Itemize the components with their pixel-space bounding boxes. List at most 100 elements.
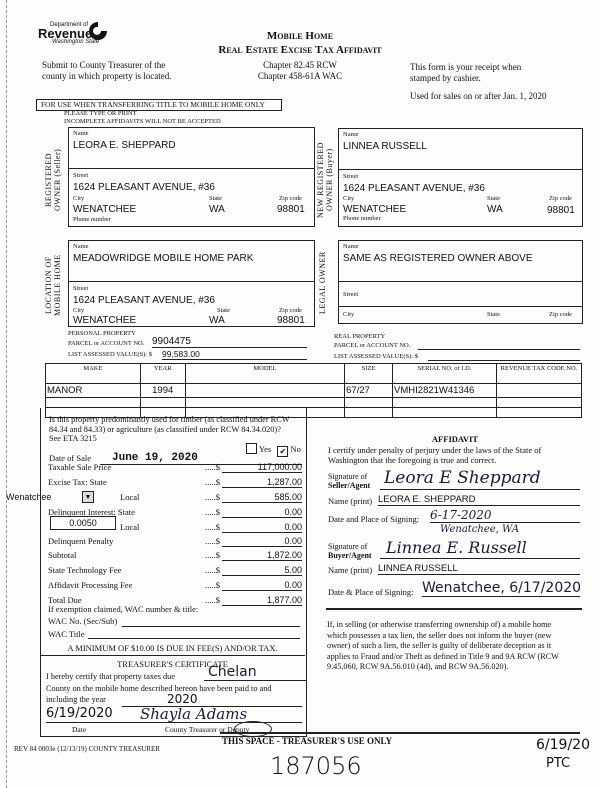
tax-line-amount[interactable]: 5.00	[222, 565, 302, 576]
zip-label: Zip code	[549, 311, 572, 318]
tax-year-field[interactable]: 2020	[122, 693, 302, 707]
seller-zip[interactable]: 98801	[277, 204, 305, 215]
certificate-date[interactable]: 6/19/2020	[46, 706, 113, 721]
buyer-signing-date[interactable]: Wenatchee, 6/17/2020	[422, 580, 582, 597]
date-of-sale[interactable]: June 19, 2020	[100, 452, 302, 465]
seller-state[interactable]: WA	[209, 204, 225, 215]
legal-owner-name[interactable]: SAME AS REGISTERED OWNER ABOVE	[343, 253, 533, 264]
legal-owner-box: Name SAME AS REGISTERED OWNER ABOVE Stre…	[338, 240, 583, 324]
location-state[interactable]: WA	[209, 315, 225, 326]
seller-city[interactable]: WENATCHEE	[73, 204, 137, 215]
serial-cell[interactable]: VMHI2821W41346	[392, 383, 497, 398]
tax-line-amount[interactable]: 0.00	[222, 536, 302, 547]
buyer-signature-label: Signature of Buyer/Agent	[328, 542, 372, 560]
dollar-sign: .....$	[205, 522, 220, 532]
personal-parcel-no[interactable]: 9904475	[152, 336, 307, 348]
tax-line-label: Delinquent Penalty	[48, 536, 114, 546]
no-checkbox-checked[interactable]: ✔	[277, 446, 289, 457]
dollar-sign: .....$	[205, 477, 220, 487]
size-cell[interactable]: 67/27	[344, 383, 394, 398]
tax-line-amount[interactable]: 0.00	[222, 507, 302, 518]
wac-no-field[interactable]	[122, 626, 300, 627]
exemption-label: If exemption claimed, WAC number & title…	[48, 604, 199, 614]
treasurer-signature[interactable]: Shayla Adams	[140, 705, 248, 723]
make-cell[interactable]: MANOR	[45, 383, 141, 398]
year-cell[interactable]: 1994	[139, 383, 186, 398]
tax-line-amount[interactable]: 0.00	[222, 580, 302, 591]
buyer-street[interactable]: 1624 PLEASANT AVENUE, #36	[343, 183, 485, 194]
timber-question: Is this property predominantly used for …	[49, 415, 290, 443]
table-row	[45, 407, 583, 418]
treasurer-use-label: THIS SPACE - TREASURER'S USE ONLY	[222, 736, 393, 746]
dropdown-arrow-icon[interactable]: ▼	[82, 491, 94, 503]
dollar-sign: .....$	[205, 462, 220, 472]
mobile-home-table: MAKE YEAR MODEL SIZE SERIAL NO. or I.D. …	[45, 363, 583, 418]
parcel-label: PARCEL or ACCOUNT NO.	[68, 340, 145, 347]
buyer-zip[interactable]: 98801	[547, 205, 575, 216]
county-field[interactable]: Chelan	[204, 664, 306, 681]
wac-title-field[interactable]	[88, 638, 300, 639]
name-label: Name	[73, 243, 89, 250]
stamp-date: 6/19/20	[536, 737, 590, 753]
assessed-value[interactable]: 99,583.00	[162, 349, 307, 360]
tax-line-amount[interactable]: 1,877.00	[222, 595, 302, 606]
buyer-city[interactable]: WENATCHEE	[343, 204, 407, 215]
city-label: City	[73, 307, 85, 314]
real-assessed-field[interactable]	[428, 360, 580, 361]
wac-title-label: WAC Title	[48, 629, 85, 639]
transfer-banner: FOR USE WHEN TRANSFERRING TITLE TO MOBIL…	[36, 99, 282, 111]
seller-name[interactable]: LEORA E. SHEPPARD	[73, 140, 176, 151]
buyer-date-label: Date & Place of Signing:	[328, 587, 414, 597]
personal-property-label: PERSONAL PROPERTY	[68, 330, 136, 337]
location-select-value[interactable]: Wenatchee	[6, 492, 52, 502]
dollar-sign: .....$	[205, 507, 220, 517]
tax-line-amount[interactable]: 1,872.00	[222, 550, 302, 561]
signature-line	[46, 722, 302, 723]
timber-answer: Yes ✔ No	[246, 443, 301, 457]
seller-street[interactable]: 1624 PLEASANT AVENUE, #36	[73, 182, 215, 193]
buyer-name-print[interactable]: LINNEA RUSSELL	[378, 563, 580, 575]
name-label: Name	[343, 131, 359, 138]
seller-date-label: Date and Place of Signing:	[328, 514, 420, 524]
phone-label: Phone number	[73, 216, 111, 223]
name-label: Name	[73, 130, 89, 137]
zip-label: Zip code	[279, 195, 302, 202]
location-zip[interactable]: 98801	[277, 315, 305, 326]
real-assessed-label: LIST ASSESSED VALUE(S): $	[334, 353, 418, 360]
tax-lien-warning: If, in selling (or otherwise transferrin…	[327, 620, 559, 671]
location-name[interactable]: MEADOWRIDGE MOBILE HOME PARK	[73, 253, 254, 264]
seller-signing-place[interactable]: Wenatchee, WA	[440, 524, 520, 535]
seller-signing-date[interactable]: 6-17-2020	[430, 508, 580, 523]
interest-rate-field[interactable]: 0.0050	[50, 516, 116, 530]
used-for-note: Used for sales on or after Jan. 1, 2020	[410, 91, 547, 101]
city-label: City	[343, 195, 355, 202]
seller-name-print[interactable]: LEORA E. SHEPPARD	[378, 494, 580, 506]
street-label: Street	[73, 285, 89, 292]
col-serial: SERIAL NO. or I.D.	[392, 363, 497, 384]
tax-line-amount[interactable]: 0.00	[222, 522, 302, 533]
buyer-signature[interactable]: Linnea E. Russell	[386, 538, 527, 557]
tax-code-cell[interactable]	[495, 383, 583, 398]
logo-text: Washington State	[52, 39, 100, 45]
signature-line	[380, 489, 580, 490]
tax-line-amount[interactable]: 585.00	[222, 492, 302, 503]
location-city[interactable]: WENATCHEE	[73, 315, 137, 326]
location-section-label: LOCATION OF MOBILE HOME	[44, 254, 62, 316]
tax-line-amount[interactable]: 1,287.00	[222, 477, 302, 488]
location-box: Name MEADOWRIDGE MOBILE HOME PARK Street…	[68, 240, 315, 327]
receipt-note: This form is your receipt when stamped by…	[410, 62, 522, 83]
tax-line-amount[interactable]: 117,000.00	[222, 462, 302, 473]
seller-signature[interactable]: Leora E Sheppard	[384, 468, 541, 488]
buyer-state[interactable]: WA	[487, 204, 503, 215]
tax-line: Excise Tax: State .....$ 1,287.00	[48, 477, 302, 491]
assessed-label: LIST ASSESSED VALUE(S): $	[68, 351, 152, 358]
buyer-name[interactable]: LINNEA RUSSELL	[343, 141, 427, 152]
location-street[interactable]: 1624 PLEASANT AVENUE, #36	[73, 295, 215, 306]
buyer-section-label: NEW REGISTERED OWNER (Buyer)	[316, 142, 334, 218]
divider	[40, 655, 305, 656]
divider	[69, 281, 314, 282]
model-cell[interactable]	[184, 383, 346, 398]
real-parcel-field[interactable]	[418, 349, 580, 350]
certificate-title: TREASURER'S CERTIFICATE	[117, 659, 228, 669]
